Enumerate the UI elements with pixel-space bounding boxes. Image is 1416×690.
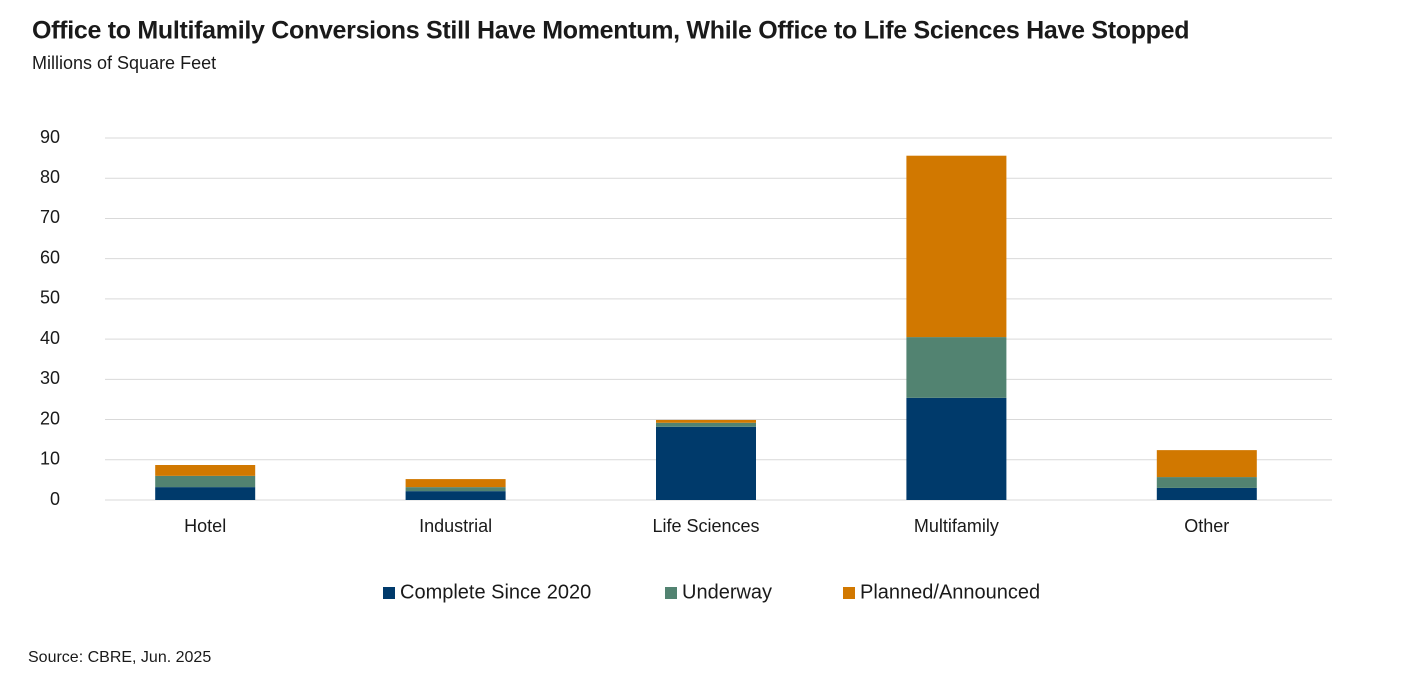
x-tick-label: Life Sciences [652, 516, 759, 536]
y-tick-label: 60 [40, 247, 60, 267]
bar-segment [656, 422, 756, 427]
y-tick-label: 20 [40, 408, 60, 428]
x-tick-label: Industrial [419, 516, 492, 536]
x-tick-label: Hotel [184, 516, 226, 536]
bar-segment [1156, 450, 1257, 478]
bar-segment [656, 419, 756, 423]
y-tick-label: 80 [40, 167, 60, 187]
y-tick-label: 10 [40, 449, 60, 469]
y-tick-label: 40 [40, 328, 60, 348]
x-tick-label: Multifamily [914, 516, 999, 536]
y-tick-label: 50 [40, 288, 60, 308]
bar-segment [155, 465, 256, 476]
legend-label: Planned/Announced [860, 581, 1040, 603]
x-tick-label: Other [1184, 516, 1229, 536]
y-tick-label: 30 [40, 368, 60, 388]
legend-label: Complete Since 2020 [400, 581, 591, 603]
y-tick-label: 70 [40, 207, 60, 227]
bar-segment [906, 397, 1007, 500]
legend-swatch [665, 587, 677, 599]
source-note: Source: CBRE, Jun. 2025 [28, 649, 211, 666]
bar-segment [405, 491, 506, 500]
legend-swatch [843, 587, 855, 599]
bar-segment [906, 337, 1007, 398]
y-tick-label: 0 [50, 489, 60, 509]
chart-subtitle: Millions of Square Feet [32, 53, 216, 73]
bar-segment [656, 426, 756, 500]
bar-segment [405, 479, 506, 488]
bar-segment [155, 487, 256, 500]
y-tick-label: 90 [40, 127, 60, 147]
bar-segment [1156, 477, 1257, 488]
legend-label: Underway [682, 581, 772, 603]
legend-swatch [383, 587, 395, 599]
bar-segment [1156, 487, 1257, 500]
chart-title: Office to Multifamily Conversions Still … [32, 17, 1189, 45]
bar-segment [405, 487, 506, 492]
bar-segment [906, 155, 1007, 338]
bar-segment [155, 475, 256, 488]
